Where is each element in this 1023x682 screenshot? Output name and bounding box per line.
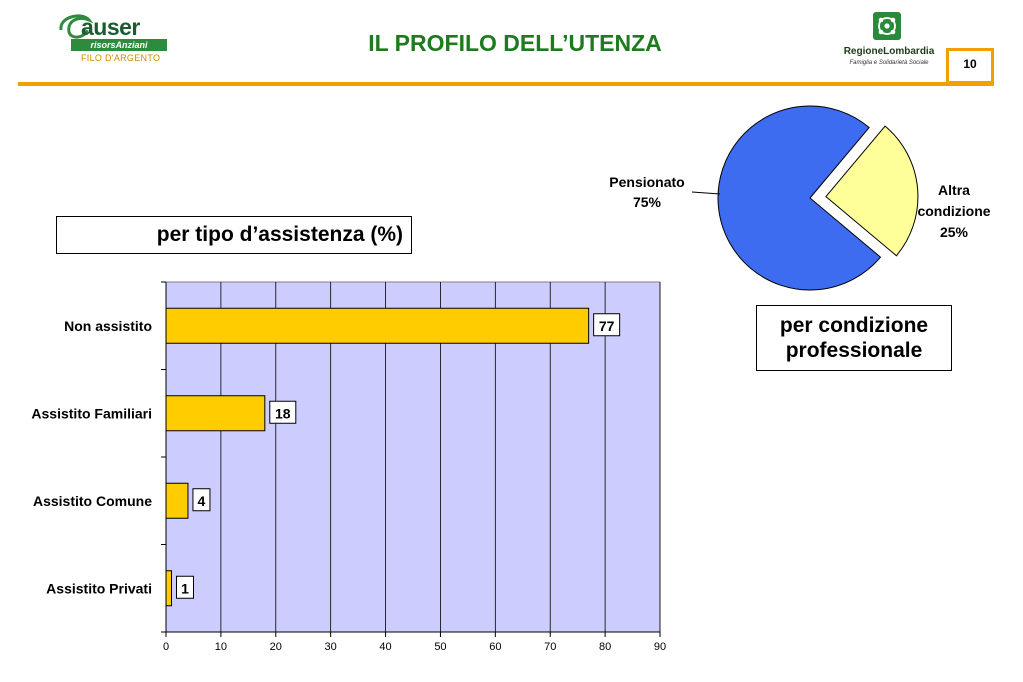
pie-slice — [717, 105, 882, 291]
bar-chart: 0 10 20 30 40 50 60 70 80 90 Non assistito 77 Assist… — [31, 281, 666, 653]
page-title: IL PROFILO DELL’UTENZA — [368, 30, 662, 56]
pie-chart-caption-line2: professionale — [785, 339, 923, 362]
x-tick-label: 10 — [215, 641, 227, 653]
x-tick-label: 80 — [599, 641, 611, 653]
pie-chart-caption: per condizione professionale — [756, 305, 952, 371]
rosa-camuna-icon — [873, 12, 901, 40]
x-tick-label: 30 — [325, 641, 337, 653]
pie-slice-value-label: 25% — [940, 224, 969, 240]
auser-swirl-icon — [59, 14, 94, 39]
pie-slice-label: Pensionato — [609, 174, 684, 190]
x-tick-label: 0 — [163, 641, 169, 653]
data-label: 1 — [181, 580, 189, 596]
pie-slice-value-label: 75% — [633, 194, 662, 210]
data-label: 77 — [599, 318, 615, 334]
auser-logo-band: risorsAnziani — [71, 39, 167, 51]
bar — [165, 307, 590, 344]
regione-lombardia-logo: RegioneLombardia Famiglia e Solidarietà … — [838, 10, 940, 70]
pie-chart: Pensionato 75% Altra condizione 25% — [609, 105, 991, 291]
page-number-box: 10 — [946, 48, 994, 84]
regione-lombardia-name: RegioneLombardia — [843, 46, 935, 57]
data-label-box — [175, 575, 194, 599]
x-tick-label: 70 — [544, 641, 556, 653]
category-label: Assistito Comune — [33, 493, 152, 509]
data-label: 18 — [275, 405, 291, 421]
bar-chart-caption-text: per tipo d’assistenza (%) — [156, 223, 403, 246]
x-tick-label: 60 — [489, 641, 501, 653]
pie-slice-label: condizione — [917, 203, 990, 219]
category-label: Assistito Familiari — [31, 405, 152, 421]
data-label-box — [593, 313, 621, 337]
bar — [165, 570, 172, 607]
bar-chart-caption: per tipo d’assistenza (%) — [56, 216, 412, 254]
bar — [165, 482, 189, 519]
header-divider — [18, 82, 994, 86]
pie-slice-label: Altra — [938, 182, 970, 198]
x-tick-label: 40 — [379, 641, 391, 653]
auser-logo-word: auser — [81, 14, 140, 40]
page-number: 10 — [963, 57, 977, 71]
x-tick-label: 50 — [434, 641, 446, 653]
auser-logo: auser risorsAnziani FILO D'ARGENTO — [55, 8, 175, 68]
x-tick-label: 90 — [654, 641, 666, 653]
category-label: Assistito Privati — [46, 580, 152, 596]
x-tick-label: 20 — [270, 641, 282, 653]
regione-lombardia-subtitle: Famiglia e Solidarietà Sociale — [849, 60, 929, 66]
pie-chart-caption-line1: per condizione — [779, 314, 929, 337]
category-label: Non assistito — [64, 318, 152, 334]
auser-logo-subtitle: FILO D'ARGENTO — [81, 53, 161, 63]
pie-leader-line — [691, 191, 721, 195]
data-label-box — [269, 400, 297, 424]
data-label: 4 — [198, 493, 206, 509]
pie-slice — [825, 125, 919, 257]
bar — [165, 395, 266, 432]
data-label-box — [192, 488, 211, 512]
